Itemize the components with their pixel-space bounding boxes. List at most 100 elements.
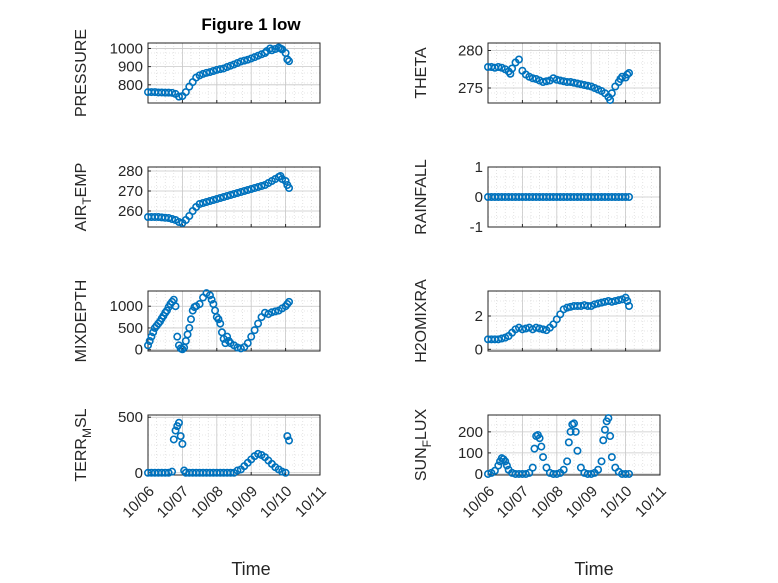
- panel-5-data-point: [173, 332, 182, 341]
- panel-2-y-tick-label: 280: [458, 43, 483, 60]
- panel-4-y-tick-label: 0: [475, 189, 483, 206]
- panel-7-axes-box: [147, 414, 321, 476]
- panel-5-data-point: [183, 330, 192, 339]
- panel-8-data-point: [597, 457, 606, 466]
- panel-6-y-tick-label: 0: [475, 341, 483, 358]
- panel-5-data-point: [144, 341, 153, 350]
- panel-6-data-point: [494, 335, 503, 344]
- panel-5-data-point: [271, 307, 280, 316]
- panel-8-x-tick-label: 10/09: [563, 483, 602, 522]
- panel-7-y-axis-label: TERRMSL: [73, 408, 94, 481]
- panel-8-data-point: [528, 463, 537, 472]
- panel-1-data-point: [199, 69, 208, 78]
- panel-3-y-tick-label: 270: [118, 183, 143, 200]
- panel-3-data-point: [233, 189, 242, 198]
- panel-6-data-point: [532, 323, 541, 332]
- panel-1-data-point: [285, 57, 294, 66]
- panel-6-y-axis-label: H2OMIXRA: [413, 279, 430, 363]
- panel-6-data-point: [518, 325, 527, 334]
- x-axis-label-left: Time: [231, 559, 270, 579]
- panel-7-data-point: [233, 466, 242, 475]
- panel-3-axes-box: [147, 166, 321, 228]
- panel-7-x-tick-label: 10/10: [257, 483, 296, 522]
- panel-2-data-point: [494, 62, 503, 71]
- panel-5-y-tick-label: 500: [118, 320, 143, 337]
- panel-5-data-point: [211, 306, 220, 315]
- panel-5-data-point: [205, 291, 214, 300]
- panel-5-data-point: [187, 315, 196, 324]
- panel-8-data-point: [566, 427, 575, 436]
- panel-8-data-point: [563, 457, 572, 466]
- panel-8-data-point: [502, 461, 511, 470]
- panel-5-data-point: [254, 319, 263, 328]
- panel-8-data-point: [552, 469, 561, 478]
- figure-title: Figure 1 low: [201, 15, 301, 34]
- panel-5-y-axis-label: MIXDEPTH: [73, 280, 90, 363]
- panel-5-data-point: [145, 336, 154, 345]
- panel-1-y-axis-label: PRESSURE: [73, 29, 90, 117]
- panel-1-y-tick-label: 900: [118, 59, 143, 76]
- panel-5-axes-box: [147, 290, 321, 352]
- panel-3-data-point: [212, 195, 221, 204]
- panel-5-data-point: [185, 323, 194, 332]
- panel-1-y-tick-label: 1000: [110, 40, 143, 57]
- panel-8-data-point: [569, 419, 578, 428]
- panel-8-data-point: [621, 469, 630, 478]
- panel-6-data-point: [623, 296, 632, 305]
- panel-5-data-point: [147, 332, 156, 341]
- panel-3-data-point: [223, 192, 232, 201]
- panel-6-data-point: [583, 301, 592, 310]
- panel-6-data-point: [590, 300, 599, 309]
- panel-5-data-point: [285, 297, 294, 306]
- panel-3-data-point: [205, 197, 214, 206]
- panel-1-data-point: [283, 55, 292, 64]
- panel-4-y-axis-label: RAINFALL: [413, 159, 430, 235]
- panel-8-x-tick-label: 10/07: [494, 483, 533, 522]
- panel-8-data-point: [600, 425, 609, 434]
- panel-1-data-point: [168, 88, 177, 97]
- panel-8-y-axis-label: SUNFLUX: [413, 409, 434, 482]
- panel-7-x-tick-label: 10/11: [292, 483, 330, 521]
- panel-8-data-point: [501, 457, 510, 466]
- panel-6-data-point: [497, 334, 506, 343]
- panel-1-data-point: [209, 67, 218, 76]
- panel-2-data-point: [528, 74, 537, 83]
- panel-8-x-tick-label: 10/06: [459, 483, 498, 522]
- panel-6-axes-box: [487, 290, 661, 352]
- panel-1-data-point: [266, 44, 275, 53]
- panel-6-data-point: [539, 325, 548, 334]
- panel-3-data-point: [254, 183, 263, 192]
- panel-7-data-point: [164, 468, 173, 477]
- panel-3-data-point: [285, 184, 294, 193]
- panel-5-y-tick-label: 1000: [110, 298, 143, 315]
- panel-7-data-point: [178, 439, 187, 448]
- panel-7-data-point: [281, 468, 290, 477]
- panel-4-y-tick-label: 1: [475, 159, 483, 176]
- panel-8-y-tick-label: 100: [458, 445, 483, 462]
- panel-3-data-point: [236, 188, 245, 197]
- panel-5-data-point: [243, 339, 252, 348]
- panel-2-data-point: [583, 81, 592, 90]
- panel-1-data-point: [174, 92, 183, 101]
- panel-7-data-point: [283, 432, 292, 441]
- panel-4-data-point: [621, 193, 630, 202]
- panel-8-data-point: [599, 436, 608, 445]
- panel-8-data-point: [483, 469, 492, 478]
- panel-8-data-point: [625, 469, 634, 478]
- panel-8-x-tick-label: 10/08: [528, 483, 567, 522]
- panel-8-data-point: [594, 465, 603, 474]
- panel-3-data-point: [216, 194, 225, 203]
- panel-7-data-point: [176, 432, 185, 441]
- panel-3-data-point: [202, 198, 211, 207]
- panel-8-data-point: [525, 468, 534, 477]
- panel-7-data-point: [254, 449, 263, 458]
- panel-3-data-point: [281, 177, 290, 186]
- panel-8-data-point: [606, 432, 615, 441]
- panel-2-y-tick-label: 275: [458, 80, 483, 97]
- panel-1-data-point: [205, 68, 214, 77]
- panel-7-x-tick-label: 10/08: [188, 483, 227, 522]
- panel-6-data-point: [535, 324, 544, 333]
- panel-3-y-axis-label: AIRTEMP: [73, 163, 94, 232]
- panel-7-x-tick-label: 10/09: [223, 483, 262, 522]
